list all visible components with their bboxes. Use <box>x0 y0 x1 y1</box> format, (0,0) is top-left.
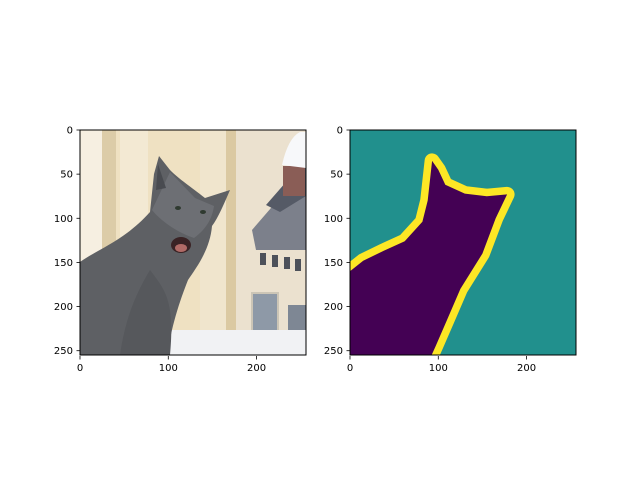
photo-y-ticks: 0 50 100 150 200 250 <box>54 126 80 357</box>
photo-y-tick-label: 150 <box>54 258 73 269</box>
cat-head-shade <box>152 172 214 238</box>
photo-y-tick-label: 50 <box>60 170 73 181</box>
mask-y-tick-label: 100 <box>324 214 343 225</box>
photo-window-2 <box>272 255 278 267</box>
photo-x-tick-label: 0 <box>77 363 83 374</box>
cat-photo <box>80 130 306 355</box>
mask-y-tick-label: 50 <box>330 170 343 181</box>
cat-eye-right <box>200 210 206 214</box>
photo-x-tick-label: 100 <box>159 363 178 374</box>
photo-y-tick-label: 250 <box>54 346 73 357</box>
mask-y-ticks: 0 50 100 150 200 250 <box>324 126 350 357</box>
photo-y-tick-label: 100 <box>54 214 73 225</box>
photo-sky <box>282 132 306 168</box>
photo-column-right-shadow <box>226 130 236 355</box>
photo-window-4 <box>295 259 301 271</box>
photo-ledge <box>160 330 306 355</box>
mask-y-tick-label: 150 <box>324 258 343 269</box>
photo-y-tick-label: 0 <box>67 126 73 137</box>
photo-window-3 <box>284 257 290 269</box>
photo-panel: 0 100 200 0 50 100 150 200 250 <box>54 126 307 374</box>
cat-ear-inner <box>156 164 166 190</box>
mask-cat-region <box>350 160 508 355</box>
segmentation-mask <box>350 130 576 355</box>
mask-y-tick-label: 0 <box>337 126 343 137</box>
cat-chest <box>120 270 172 355</box>
photo-x-tick-label: 200 <box>247 363 266 374</box>
mask-axes-frame <box>349 129 577 356</box>
mask-y-tick-label: 200 <box>324 302 343 313</box>
mask-x-tick-label: 200 <box>517 363 536 374</box>
mask-x-tick-label: 100 <box>429 363 448 374</box>
mask-panel: 0 100 200 0 50 100 150 200 250 <box>324 126 577 374</box>
photo-x-ticks: 0 100 200 <box>77 356 266 374</box>
mask-y-tick-label: 250 <box>324 346 343 357</box>
photo-axes-frame <box>79 129 307 356</box>
photo-y-tick-label: 200 <box>54 302 73 313</box>
photo-chimney <box>283 166 305 196</box>
mask-x-tick-label: 0 <box>347 363 353 374</box>
mask-x-ticks: 0 100 200 <box>347 356 536 374</box>
cat-tongue <box>175 244 187 252</box>
cat-eye-left <box>175 206 181 210</box>
photo-window-large <box>251 292 279 338</box>
photo-window-1 <box>260 253 266 265</box>
